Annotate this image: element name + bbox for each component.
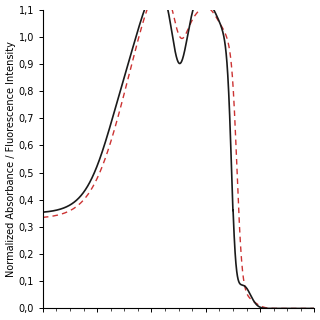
Y-axis label: Normalized Absorbance / Fluorescence Intensity: Normalized Absorbance / Fluorescence Int…: [5, 41, 16, 277]
